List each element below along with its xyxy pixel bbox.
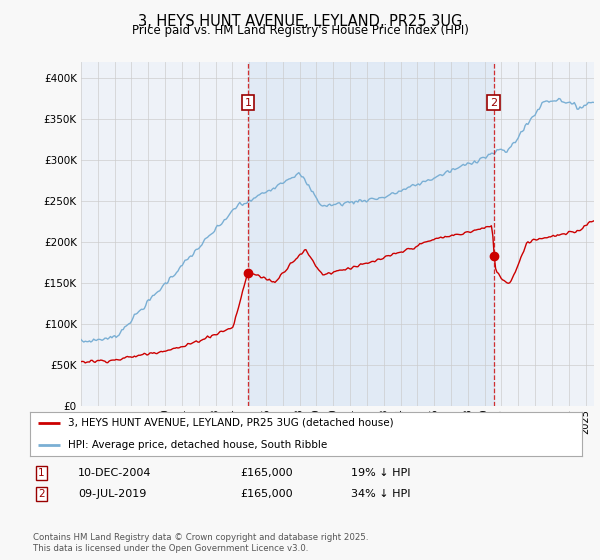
- Text: Price paid vs. HM Land Registry's House Price Index (HPI): Price paid vs. HM Land Registry's House …: [131, 24, 469, 37]
- Text: 3, HEYS HUNT AVENUE, LEYLAND, PR25 3UG: 3, HEYS HUNT AVENUE, LEYLAND, PR25 3UG: [138, 14, 462, 29]
- Text: 1: 1: [244, 97, 251, 108]
- Text: 09-JUL-2019: 09-JUL-2019: [78, 489, 146, 499]
- Bar: [248, 62, 494, 406]
- Text: Contains HM Land Registry data © Crown copyright and database right 2025.
This d: Contains HM Land Registry data © Crown c…: [33, 533, 368, 553]
- Text: 10-DEC-2004: 10-DEC-2004: [78, 468, 151, 478]
- Text: HPI: Average price, detached house, South Ribble: HPI: Average price, detached house, Sout…: [68, 440, 327, 450]
- Text: 3, HEYS HUNT AVENUE, LEYLAND, PR25 3UG (detached house): 3, HEYS HUNT AVENUE, LEYLAND, PR25 3UG (…: [68, 418, 393, 428]
- Text: 19% ↓ HPI: 19% ↓ HPI: [351, 468, 410, 478]
- Text: 2: 2: [490, 97, 497, 108]
- Text: £165,000: £165,000: [240, 468, 293, 478]
- Text: 2: 2: [38, 489, 44, 499]
- Text: 1: 1: [38, 468, 44, 478]
- Text: £165,000: £165,000: [240, 489, 293, 499]
- Text: 34% ↓ HPI: 34% ↓ HPI: [351, 489, 410, 499]
